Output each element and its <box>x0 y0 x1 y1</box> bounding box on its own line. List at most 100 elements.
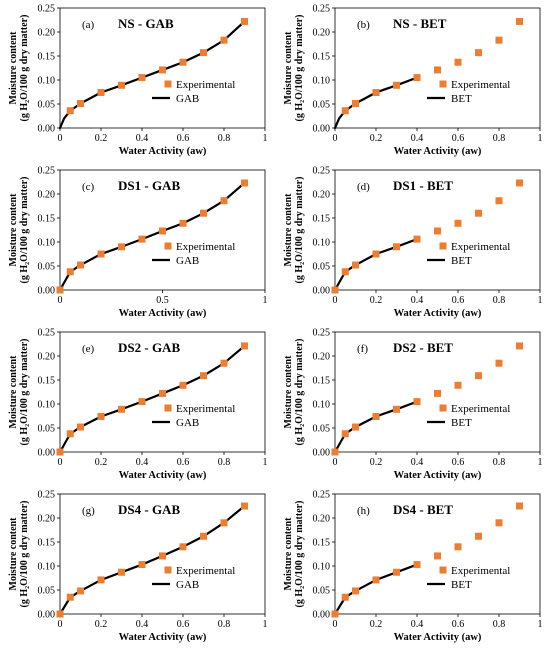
experimental-point <box>454 381 462 389</box>
legend-marker-experimental <box>439 242 447 250</box>
legend-label-model: GAB <box>176 417 199 429</box>
experimental-point <box>138 398 146 406</box>
plot-area-frame <box>59 331 266 453</box>
x-tick-label: 0.8 <box>493 295 506 306</box>
chart-svg: 0.00 0.05 0.10 0.15 0.20 0.25 0 0.2 0.4 0.6 0.8 1 (a… <box>38 4 268 145</box>
experimental-point <box>159 227 166 235</box>
experimental-point <box>454 543 462 551</box>
experimental-point <box>341 268 349 276</box>
experimental-point <box>393 568 400 576</box>
model-series-line <box>58 20 246 130</box>
experimental-point <box>495 359 503 367</box>
chart-panel: Moisture content (g H₂O/100 g dry matter)… <box>0 324 275 486</box>
x-tick-label: 0.4 <box>411 457 424 468</box>
legend-label-model: GAB <box>176 255 199 267</box>
experimental-point <box>241 342 248 350</box>
y-tick-label: 0.25 <box>313 490 331 501</box>
y-tick-label: 0.20 <box>38 352 56 363</box>
experimental-point <box>138 74 146 82</box>
y-tick-label: 0.25 <box>38 4 56 15</box>
x-axis-label: Water Activity (aw) <box>393 308 482 319</box>
experimental-point <box>516 179 523 187</box>
experimental-point <box>475 209 482 217</box>
x-tick-label: 0.2 <box>95 619 108 630</box>
y-tick-label: 0.20 <box>313 352 331 363</box>
experimental-point <box>200 532 207 540</box>
x-tick-label: 0.6 <box>452 619 465 630</box>
experimental-point <box>393 81 400 89</box>
chart-title: DS1 - BET <box>393 178 453 193</box>
experimental-point <box>241 17 248 25</box>
experimental-point <box>341 107 349 115</box>
experimental-point <box>220 36 228 44</box>
experimental-point <box>331 610 339 618</box>
plot-area-frame <box>334 493 541 615</box>
experimental-point <box>97 412 105 420</box>
chart-svg: 0.00 0.05 0.10 0.15 0.20 0.25 0 0.5 1 (c) DS1 - GA… <box>38 166 268 307</box>
y-tick-label: 0.10 <box>313 400 331 411</box>
experimental-point <box>220 197 228 205</box>
y-tick-label: 0.10 <box>313 238 331 249</box>
x-tick-label: 0.6 <box>452 295 465 306</box>
experimental-point <box>454 219 462 227</box>
legend-marker-experimental <box>164 566 172 574</box>
experimental-point <box>220 519 228 527</box>
experimental-point <box>454 58 462 66</box>
experimental-point <box>352 587 359 595</box>
experimental-point <box>241 179 248 187</box>
x-tick-label: 0.4 <box>411 133 424 144</box>
y-tick-label: 0.00 <box>313 286 331 297</box>
model-series-line <box>333 76 419 130</box>
x-tick-label: 0 <box>333 457 338 468</box>
x-tick-label: 0.8 <box>218 457 231 468</box>
panel-label: (e) <box>82 343 95 355</box>
legend-label-model: GAB <box>176 93 199 105</box>
experimental-point <box>97 88 105 96</box>
y-tick-label: 0.20 <box>38 28 56 39</box>
x-tick-label: 0.4 <box>136 619 149 630</box>
chart-svg: 0.00 0.05 0.10 0.15 0.20 0.25 0 0.2 0.4 0.6 0.8 1 (b… <box>313 4 543 145</box>
experimental-point <box>179 219 187 227</box>
x-tick-label: 0.8 <box>218 619 231 630</box>
x-tick-label: 0 <box>58 295 63 306</box>
plot-area-frame <box>334 331 541 453</box>
y-tick-label: 0.15 <box>38 52 56 63</box>
experimental-point <box>393 405 400 413</box>
experimental-point <box>413 561 421 569</box>
x-tick-label: 0 <box>333 133 338 144</box>
x-axis-label: Water Activity (aw) <box>118 470 207 481</box>
x-tick-label: 0.6 <box>177 619 190 630</box>
experimental-point <box>118 568 125 576</box>
legend-label-experimental: Experimental <box>451 241 510 253</box>
experimental-point <box>434 552 441 560</box>
y-tick-label: 0.10 <box>38 238 56 249</box>
y-tick-label: 0.05 <box>38 586 56 597</box>
experimental-point <box>179 543 187 551</box>
experimental-point <box>56 286 64 294</box>
chart-title: DS4 - BET <box>393 502 453 517</box>
chart-title: DS1 - GAB <box>118 178 180 193</box>
y-tick-label: 0.00 <box>38 286 56 297</box>
y-tick-label: 0.05 <box>313 100 331 111</box>
experimental-point <box>372 576 380 584</box>
experimental-point <box>118 243 125 251</box>
legend-marker-experimental <box>439 80 447 88</box>
x-tick-label: 1 <box>263 295 268 306</box>
experimental-point <box>56 610 64 618</box>
experimental-point <box>77 100 84 108</box>
chart-panel: Moisture content (g H₂O/100 g dry matter)… <box>0 162 275 324</box>
experimental-point <box>331 448 339 456</box>
y-tick-label: 0.15 <box>38 214 56 225</box>
legend-label-experimental: Experimental <box>451 565 510 577</box>
x-tick-label: 0.6 <box>452 457 465 468</box>
y-tick-label: 0.15 <box>313 538 331 549</box>
x-tick-label: 0.8 <box>493 457 506 468</box>
x-tick-label: 0.2 <box>95 133 108 144</box>
x-axis-label: Water Activity (aw) <box>118 632 207 643</box>
y-tick-label: 0.00 <box>313 448 331 459</box>
panel-label: (b) <box>357 19 370 31</box>
y-tick-label: 0.05 <box>313 586 331 597</box>
y-tick-label: 0.25 <box>313 4 331 15</box>
experimental-point <box>413 74 421 82</box>
y-tick-label: 0.05 <box>38 100 56 111</box>
